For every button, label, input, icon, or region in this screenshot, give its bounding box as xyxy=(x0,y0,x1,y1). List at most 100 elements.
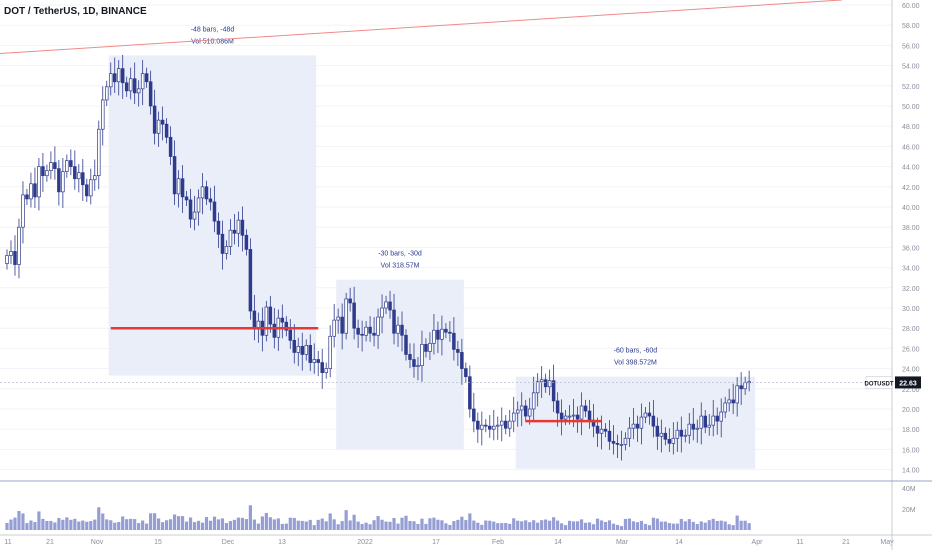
volume-bar xyxy=(380,519,384,530)
volume-bar xyxy=(288,517,292,530)
volume-bar xyxy=(284,523,288,530)
volume-bar xyxy=(603,521,608,530)
volume-bar xyxy=(631,521,636,530)
volume-bar xyxy=(579,519,584,530)
volume-bar xyxy=(81,520,85,530)
volume-bar xyxy=(228,521,233,530)
candle-body xyxy=(97,128,101,177)
volume-bar xyxy=(635,522,640,530)
candle-body xyxy=(515,409,520,414)
candle-body xyxy=(460,352,464,369)
volume-bar xyxy=(29,520,33,530)
candle-body xyxy=(9,251,13,256)
volume-bar xyxy=(388,521,392,530)
volume-bar xyxy=(420,518,424,530)
candle-body xyxy=(675,429,680,439)
y-tick-label: 50.00 xyxy=(902,104,920,111)
x-tick-label: Feb xyxy=(492,539,504,546)
volume-bar xyxy=(424,523,428,530)
candle-body xyxy=(579,405,584,420)
volume-bar xyxy=(615,524,620,530)
volume-bar xyxy=(575,521,580,530)
candle-body xyxy=(328,335,332,369)
chart-title: DOT / TetherUS, 1D, BINANCE xyxy=(4,6,147,17)
x-tick-label: May xyxy=(880,539,894,546)
volume-bar xyxy=(524,520,528,530)
candle-body xyxy=(324,368,328,373)
volume-bar xyxy=(344,510,348,530)
candle-body xyxy=(204,186,209,200)
candle-body xyxy=(228,229,233,247)
x-tick-label: Apr xyxy=(752,539,764,546)
y-tick-label: 34.00 xyxy=(902,266,920,273)
volume-bar xyxy=(276,518,280,530)
volume-tick-label: 20M xyxy=(902,507,916,514)
volume-bar xyxy=(591,524,596,530)
candle-body xyxy=(404,334,408,355)
volume-bar xyxy=(192,522,197,530)
volume-bar xyxy=(292,517,296,530)
y-tick-label: 24.00 xyxy=(902,367,920,374)
candle-body xyxy=(432,329,436,344)
candle-body xyxy=(635,423,640,429)
candle-body xyxy=(376,316,380,336)
volume-bar xyxy=(93,519,97,530)
candle-body xyxy=(136,88,141,94)
volume-bar xyxy=(204,517,209,530)
candle-body xyxy=(711,415,715,426)
candle-body xyxy=(112,73,117,83)
candle-body xyxy=(192,211,197,220)
volume-bar xyxy=(300,520,304,530)
measure-label-bars: -48 bars, -48d xyxy=(191,27,235,34)
y-tick-label: 54.00 xyxy=(902,64,920,71)
volume-bar xyxy=(17,510,21,530)
measure-label-volume: Vol 398.572M xyxy=(614,360,657,367)
candle-body xyxy=(563,415,568,420)
measure-label-volume: Vol 510.086M xyxy=(191,39,234,46)
x-tick-label: 14 xyxy=(554,539,562,546)
candle-body xyxy=(384,301,388,309)
candle-body xyxy=(599,428,604,434)
volume-bar xyxy=(61,519,65,530)
candle-body xyxy=(695,427,700,430)
volume-bar xyxy=(500,523,504,530)
volume-bar xyxy=(196,520,201,530)
volume-bar xyxy=(272,519,276,530)
candle-body xyxy=(69,160,73,167)
x-tick-label: Mar xyxy=(616,539,629,546)
candle-body xyxy=(428,343,432,352)
volume-bar xyxy=(595,518,600,530)
volume-bar xyxy=(109,520,113,530)
candle-body xyxy=(647,412,652,417)
volume-bar xyxy=(121,516,125,530)
volume-bar xyxy=(404,515,408,530)
candle-body xyxy=(400,324,404,336)
volume-bar xyxy=(184,521,189,530)
candle-body xyxy=(420,344,424,366)
volume-bar xyxy=(408,521,412,530)
candle-body xyxy=(232,229,237,234)
x-tick-label: 11 xyxy=(4,539,11,546)
volume-bar xyxy=(564,525,568,530)
volume-bar xyxy=(236,517,241,530)
volume-bar xyxy=(49,520,53,530)
candle-body xyxy=(663,432,668,440)
candle-body xyxy=(380,307,384,318)
volume-bar xyxy=(216,519,221,530)
candle-body xyxy=(288,329,293,341)
candle-body xyxy=(519,405,524,411)
volume-bar xyxy=(77,521,81,530)
volume-bar xyxy=(392,518,396,530)
candle-body xyxy=(89,179,93,197)
candle-body xyxy=(272,323,277,338)
volume-bar xyxy=(368,524,372,530)
candle-body xyxy=(81,172,85,186)
volume-bar xyxy=(587,522,592,530)
volume-bar xyxy=(727,524,731,530)
candle-body xyxy=(57,168,61,193)
candle-body xyxy=(480,424,484,430)
symbol-tag: DOTUSDT xyxy=(865,376,894,389)
volume-bar xyxy=(548,520,552,530)
volume-bar xyxy=(240,517,245,530)
